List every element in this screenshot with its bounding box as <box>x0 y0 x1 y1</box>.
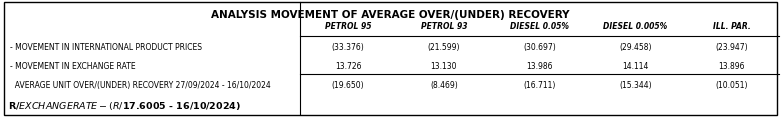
Text: (15.344): (15.344) <box>619 82 652 90</box>
FancyBboxPatch shape <box>4 2 777 115</box>
Text: ILL. PAR.: ILL. PAR. <box>712 22 751 31</box>
Text: - MOVEMENT IN EXCHANGE RATE: - MOVEMENT IN EXCHANGE RATE <box>10 62 136 71</box>
Text: R/$ EXCHANGE RATE - (R/$17.6005 - 16/10/2024): R/$ EXCHANGE RATE - (R/$17.6005 - 16/10/… <box>8 101 241 112</box>
Text: PETROL 95: PETROL 95 <box>325 22 371 31</box>
Text: 13.130: 13.130 <box>430 62 457 71</box>
Text: 13.986: 13.986 <box>526 62 553 71</box>
Text: DIESEL 0.005%: DIESEL 0.005% <box>604 22 668 31</box>
Text: 13.896: 13.896 <box>719 62 745 71</box>
Text: (21.599): (21.599) <box>428 44 460 52</box>
Text: (29.458): (29.458) <box>619 44 652 52</box>
Text: PETROL 93: PETROL 93 <box>421 22 467 31</box>
Text: ANALYSIS MOVEMENT OF AVERAGE OVER/(UNDER) RECOVERY: ANALYSIS MOVEMENT OF AVERAGE OVER/(UNDER… <box>211 10 570 20</box>
Text: (33.376): (33.376) <box>332 44 365 52</box>
Text: 13.726: 13.726 <box>335 62 362 71</box>
Text: (19.650): (19.650) <box>332 82 364 90</box>
Text: (8.469): (8.469) <box>430 82 458 90</box>
Text: (30.697): (30.697) <box>523 44 556 52</box>
Text: (23.947): (23.947) <box>715 44 748 52</box>
Text: (16.711): (16.711) <box>523 82 556 90</box>
Text: (10.051): (10.051) <box>715 82 747 90</box>
Text: AVERAGE UNIT OVER/(UNDER) RECOVERY 27/09/2024 - 16/10/2024: AVERAGE UNIT OVER/(UNDER) RECOVERY 27/09… <box>10 82 271 90</box>
Text: - MOVEMENT IN INTERNATIONAL PRODUCT PRICES: - MOVEMENT IN INTERNATIONAL PRODUCT PRIC… <box>10 44 202 52</box>
Text: DIESEL 0.05%: DIESEL 0.05% <box>510 22 569 31</box>
Text: 14.114: 14.114 <box>622 62 649 71</box>
